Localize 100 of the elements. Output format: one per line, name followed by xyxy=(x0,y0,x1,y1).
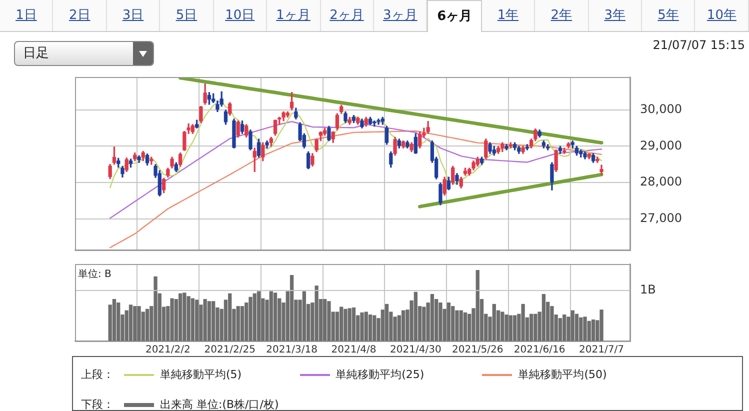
bar xyxy=(562,314,566,341)
text: 5年 xyxy=(642,0,696,31)
bar xyxy=(570,310,574,341)
bar xyxy=(430,294,434,341)
x-tick-label: 2021/4/8 xyxy=(331,344,376,356)
bar xyxy=(368,314,372,341)
bar xyxy=(438,302,442,341)
text: 日足 xyxy=(23,46,49,61)
bar xyxy=(212,301,216,341)
ref-line-label: 1B xyxy=(640,282,656,296)
bar xyxy=(558,318,562,341)
bar xyxy=(529,314,534,341)
bar xyxy=(252,293,256,341)
text: 3ヶ月 xyxy=(374,0,428,31)
bar xyxy=(579,317,583,341)
bar xyxy=(154,276,158,341)
bar xyxy=(112,298,116,341)
text: 5日 xyxy=(160,0,214,31)
text: 10年 xyxy=(695,0,749,31)
y-tick-label: 27,000 xyxy=(640,211,682,226)
bar xyxy=(236,306,240,341)
bar xyxy=(203,298,207,341)
bar xyxy=(194,300,199,341)
bar xyxy=(476,270,480,341)
x-tick-label: 2021/4/30 xyxy=(390,344,442,356)
bar xyxy=(521,304,525,341)
bar xyxy=(534,314,538,341)
text: 6ヶ月 xyxy=(427,0,482,32)
bar xyxy=(512,315,517,341)
bar xyxy=(128,304,133,341)
bar xyxy=(451,306,455,341)
bar xyxy=(340,306,344,341)
x-tick-label: 2021/3/18 xyxy=(266,344,318,356)
bar xyxy=(228,293,232,341)
bar xyxy=(302,291,306,341)
bar xyxy=(455,310,459,341)
y-axis-title: 単位: B xyxy=(78,268,112,281)
bar xyxy=(116,302,120,341)
bar xyxy=(273,292,278,341)
text: 1日 xyxy=(0,0,54,31)
bar xyxy=(240,306,244,341)
bar xyxy=(327,301,331,341)
text: 10日 xyxy=(214,0,268,31)
bar xyxy=(344,308,348,341)
bar xyxy=(504,314,508,341)
legend-label: 単純移動平均(5) xyxy=(160,367,242,382)
legend-title: 下段： xyxy=(81,397,114,411)
bar xyxy=(446,302,451,341)
bar xyxy=(401,310,406,341)
bar xyxy=(459,310,463,341)
bar xyxy=(314,286,318,341)
text: 1年 xyxy=(482,0,536,31)
bar xyxy=(170,298,174,341)
text: 21/07/07 15:15 xyxy=(652,38,745,52)
text: 1ヶ月 xyxy=(267,0,321,31)
bar xyxy=(186,296,190,341)
bar xyxy=(182,292,186,341)
y-tick-label: 30,000 xyxy=(640,102,682,116)
text: 3年 xyxy=(588,0,642,31)
bar xyxy=(384,304,389,341)
x-tick-label: 2021/6/16 xyxy=(514,344,566,356)
bar xyxy=(600,310,604,341)
bar xyxy=(463,312,468,341)
bar xyxy=(500,312,504,341)
bar xyxy=(591,319,596,341)
bar xyxy=(550,306,554,341)
bar xyxy=(348,308,352,341)
text: 2日 xyxy=(53,0,107,31)
bar xyxy=(364,312,368,341)
bar xyxy=(290,274,294,341)
bar xyxy=(248,296,252,341)
bar xyxy=(372,315,376,341)
legend-title: 上段： xyxy=(81,367,114,382)
text: 2ヶ月 xyxy=(320,0,374,31)
x-tick-label: 2021/2/25 xyxy=(204,344,256,356)
x-tick-label: 2021/5/26 xyxy=(452,344,504,356)
bar xyxy=(190,298,195,341)
bar xyxy=(269,291,273,341)
bar xyxy=(256,291,261,341)
bar xyxy=(360,312,364,341)
x-tick-label: 2021/7/7 xyxy=(579,344,624,356)
text: 3日 xyxy=(106,0,160,31)
bar xyxy=(137,306,141,341)
y-tick-label: 29,000 xyxy=(640,138,682,152)
bar xyxy=(133,306,137,341)
bar xyxy=(414,292,418,341)
bar xyxy=(574,314,579,341)
text: 2年 xyxy=(535,0,589,31)
bar xyxy=(542,294,546,341)
bar xyxy=(587,320,591,341)
legend-label: 単純移動平均(25) xyxy=(336,367,424,382)
bar xyxy=(352,307,356,341)
legend-label: 単純移動平均(50) xyxy=(518,367,607,382)
x-tick-label: 2021/2/2 xyxy=(145,344,190,356)
bar xyxy=(178,293,182,341)
bar xyxy=(492,304,496,341)
bar xyxy=(508,315,512,341)
y-tick-label: 28,000 xyxy=(640,174,682,189)
bar xyxy=(145,308,150,341)
bar xyxy=(583,316,587,341)
